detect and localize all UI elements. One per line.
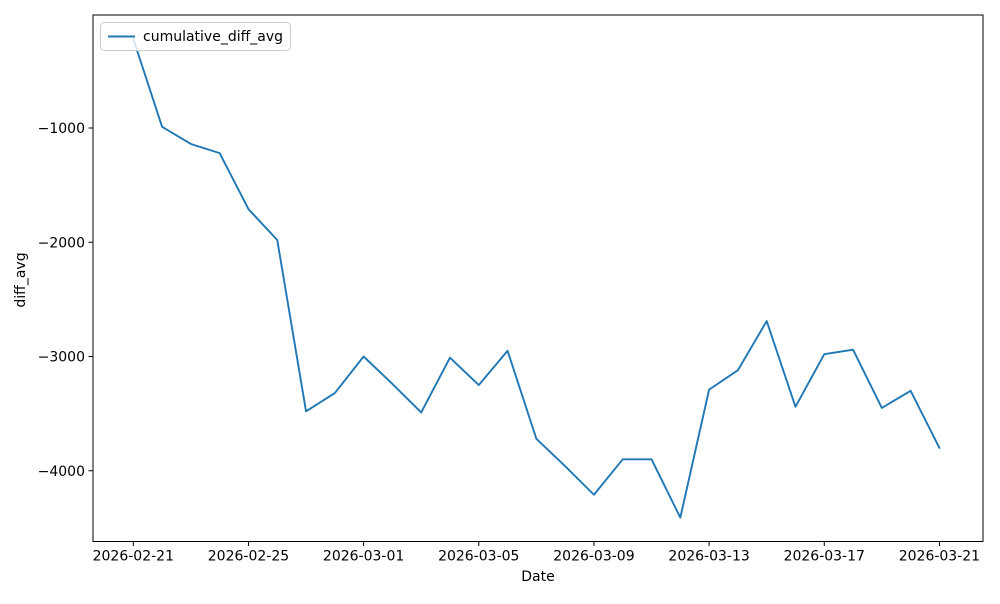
plot-area: 2026-02-21 2026-02-25 2026-03-01 2026-03-05… xyxy=(38,14,984,565)
y-tick-label: −2000 xyxy=(38,235,85,251)
x-tick-label: 2026-03-21 xyxy=(899,549,980,565)
legend: cumulative_diff_avg xyxy=(100,22,291,51)
legend-box xyxy=(100,22,291,51)
x-tick-label: 2026-02-25 xyxy=(208,549,289,565)
x-tick-label: 2026-03-09 xyxy=(553,549,634,565)
y-tick-label: −3000 xyxy=(38,350,85,366)
x-tick-label: 2026-03-17 xyxy=(784,549,865,565)
x-tick-label: 2026-03-05 xyxy=(438,549,519,565)
x-tick-label: 2026-03-01 xyxy=(323,549,404,565)
x-tick-label: 2026-03-13 xyxy=(668,549,749,565)
y-axis-label: diff_avg xyxy=(13,252,29,307)
x-axis-label: Date xyxy=(521,569,554,585)
x-tick-label: 2026-02-21 xyxy=(93,549,174,565)
legend-label: cumulative_diff_avg xyxy=(143,29,283,45)
y-tick-label: −1000 xyxy=(38,121,85,137)
plot-frame xyxy=(92,14,984,542)
series-line-cumulative_diff_avg xyxy=(132,37,941,519)
y-tick-label: −4000 xyxy=(38,464,85,480)
